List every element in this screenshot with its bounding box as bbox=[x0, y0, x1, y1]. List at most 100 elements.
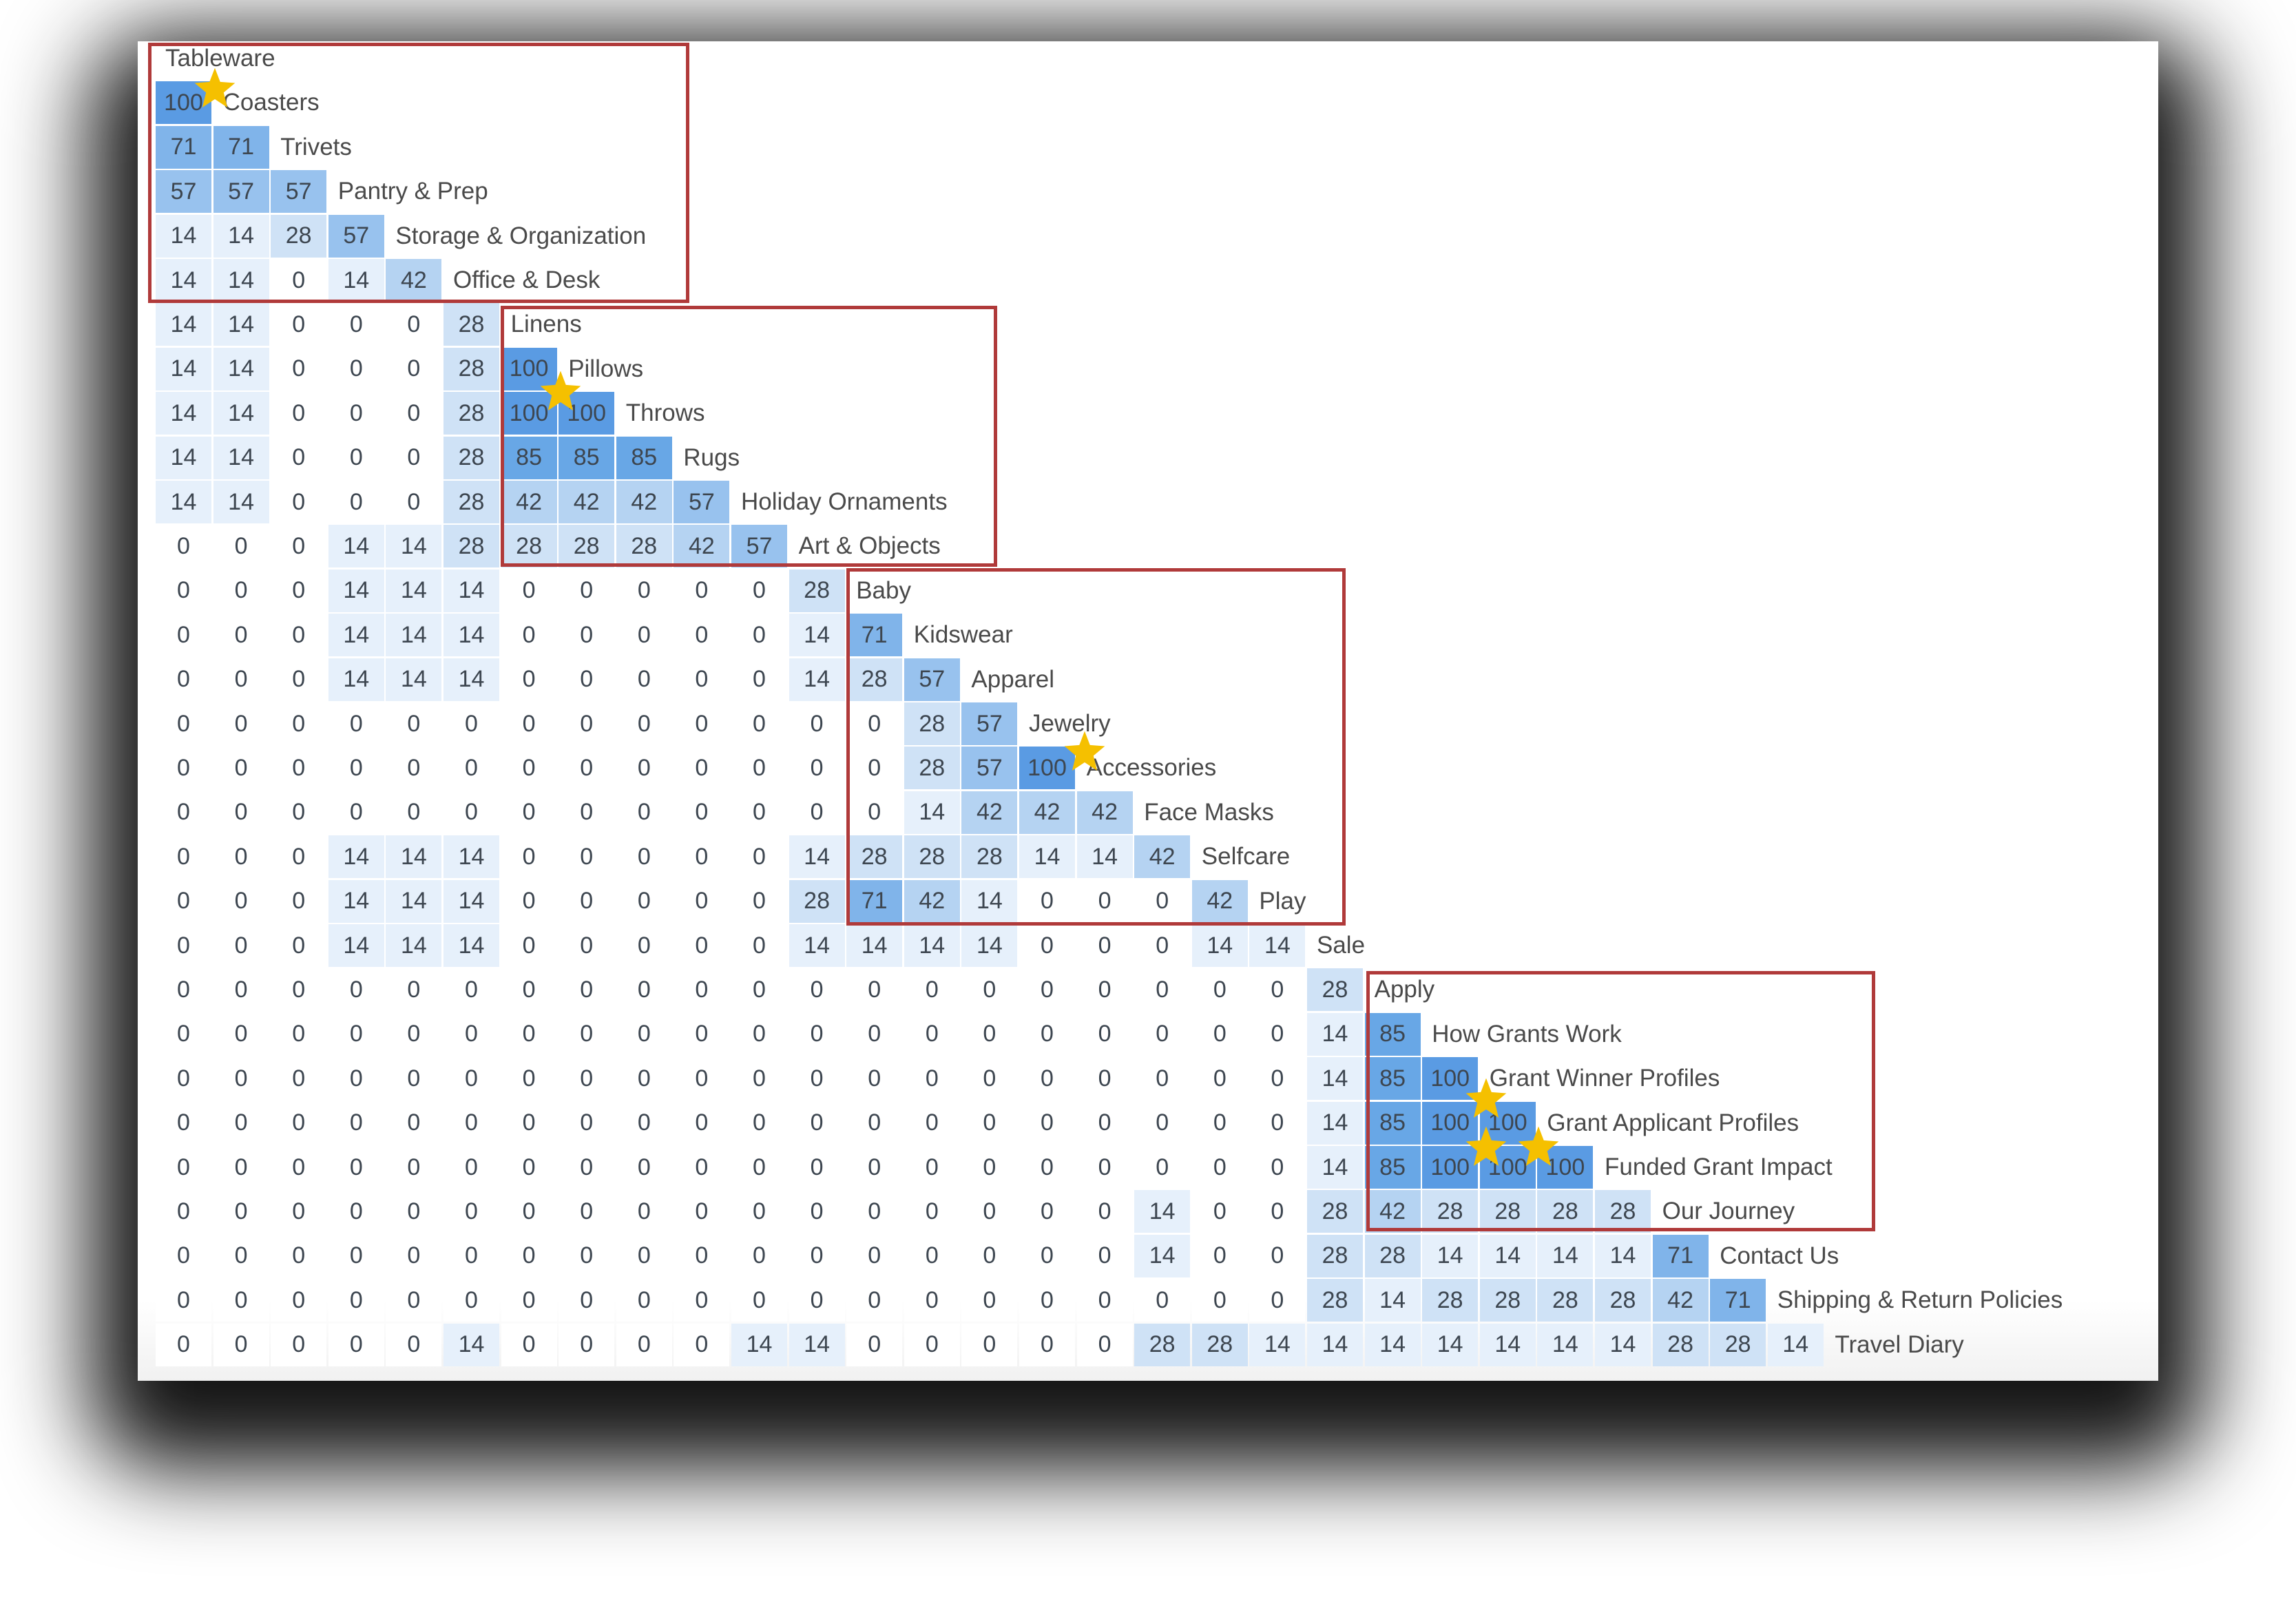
matrix-cell: 0 bbox=[156, 1101, 211, 1145]
matrix-cell: 0 bbox=[616, 1146, 672, 1189]
matrix-cell: 0 bbox=[559, 1234, 615, 1277]
matrix-cell: 0 bbox=[1019, 1234, 1075, 1277]
matrix-cell: 0 bbox=[271, 747, 327, 790]
matrix-cell: 0 bbox=[156, 614, 211, 657]
matrix-cell: 28 bbox=[846, 835, 903, 879]
matrix-cell: 0 bbox=[156, 968, 211, 1012]
matrix-cell: 28 bbox=[789, 569, 845, 612]
matrix-cell: 0 bbox=[616, 924, 672, 967]
matrix-cell: 0 bbox=[1191, 1279, 1248, 1322]
matrix-cell: 0 bbox=[731, 569, 787, 612]
matrix-cell: 0 bbox=[1191, 1012, 1248, 1056]
matrix-cell: 14 bbox=[328, 924, 384, 967]
matrix-cell: 14 bbox=[1307, 1323, 1363, 1366]
matrix-cell: 0 bbox=[616, 1101, 672, 1145]
matrix-cell: 0 bbox=[674, 614, 730, 657]
matrix-cell: 0 bbox=[616, 791, 672, 834]
row-label: Pillows bbox=[568, 355, 644, 382]
matrix-cell: 0 bbox=[1019, 1146, 1075, 1189]
matrix-cell: 42 bbox=[616, 481, 672, 523]
matrix-cell: 14 bbox=[213, 436, 269, 479]
matrix-cell: 0 bbox=[1076, 1012, 1133, 1056]
matrix-cell: 0 bbox=[271, 1057, 327, 1100]
matrix-cell: 0 bbox=[674, 879, 730, 923]
matrix-cell: 0 bbox=[386, 1234, 442, 1277]
matrix-cell: 0 bbox=[328, 1146, 384, 1189]
matrix-cell: 0 bbox=[271, 924, 327, 967]
matrix-cell: 28 bbox=[961, 835, 1018, 879]
matrix-cell: 28 bbox=[904, 747, 960, 790]
row-label: Travel Diary bbox=[1835, 1331, 1964, 1358]
matrix-cell: 14 bbox=[328, 525, 384, 568]
matrix-cell: 0 bbox=[731, 1101, 787, 1145]
matrix-cell: 0 bbox=[616, 879, 672, 923]
matrix-cell: 28 bbox=[443, 436, 499, 479]
matrix-cell: 14 bbox=[386, 658, 442, 701]
matrix-cell: 0 bbox=[559, 747, 615, 790]
row-label: Throws bbox=[625, 399, 705, 427]
matrix-cell: 0 bbox=[789, 1279, 845, 1322]
matrix-cell: 28 bbox=[271, 214, 327, 258]
matrix-cell: 0 bbox=[616, 1323, 672, 1366]
matrix-cell: 0 bbox=[1019, 1012, 1075, 1056]
row-label: Pantry & Prep bbox=[337, 178, 488, 205]
matrix-cell: 0 bbox=[731, 879, 787, 923]
matrix-cell: 14 bbox=[846, 924, 903, 967]
row-label: Grant Winner Profiles bbox=[1489, 1065, 1720, 1092]
matrix-cell: 0 bbox=[616, 968, 672, 1012]
matrix-cell: 0 bbox=[616, 1012, 672, 1056]
matrix-cell: 0 bbox=[386, 747, 442, 790]
matrix-cell: 0 bbox=[961, 968, 1018, 1012]
matrix-cell: 0 bbox=[501, 968, 557, 1012]
matrix-cell: 0 bbox=[328, 303, 384, 346]
matrix-cell: 28 bbox=[443, 392, 499, 435]
row-label: Contact Us bbox=[1720, 1242, 1839, 1269]
row-label: Office & Desk bbox=[453, 267, 601, 293]
matrix-cell: 0 bbox=[271, 303, 327, 346]
row-label: Play bbox=[1259, 887, 1306, 915]
matrix-cell: 0 bbox=[443, 1146, 499, 1189]
matrix-cell: 14 bbox=[1479, 1323, 1536, 1366]
matrix-cell: 14 bbox=[1019, 835, 1075, 879]
row-label: Art & Objects bbox=[798, 532, 941, 560]
matrix-cell: 0 bbox=[1249, 1146, 1306, 1189]
matrix-cell: 0 bbox=[213, 1101, 269, 1145]
matrix-cell: 14 bbox=[1537, 1323, 1594, 1366]
row-label: Face Masks bbox=[1144, 798, 1274, 826]
matrix-cell: 0 bbox=[501, 1146, 557, 1189]
matrix-cell: 0 bbox=[846, 702, 903, 745]
matrix-cell: 0 bbox=[674, 658, 730, 701]
matrix-cell: 0 bbox=[789, 1190, 845, 1233]
matrix-cell: 0 bbox=[443, 1234, 499, 1277]
row-label: Shipping & Return Policies bbox=[1777, 1286, 2063, 1314]
matrix-cell: 0 bbox=[213, 1012, 269, 1056]
matrix-cell: 57 bbox=[961, 747, 1018, 790]
matrix-cell: 14 bbox=[961, 879, 1018, 923]
matrix-cell: 0 bbox=[731, 1234, 787, 1277]
matrix-cell: 0 bbox=[731, 791, 787, 834]
matrix-cell: 0 bbox=[386, 392, 442, 435]
matrix-cell: 0 bbox=[386, 1323, 442, 1366]
matrix-cell: 0 bbox=[501, 1101, 557, 1145]
matrix-cell: 14 bbox=[1249, 924, 1306, 967]
matrix-cell: 0 bbox=[674, 968, 730, 1012]
row-label: Sale bbox=[1317, 932, 1366, 959]
matrix-cell: 0 bbox=[1249, 1012, 1306, 1056]
star-icon bbox=[1464, 1125, 1508, 1169]
matrix-cell: 0 bbox=[213, 569, 269, 612]
matrix-cell: 85 bbox=[559, 436, 615, 479]
matrix-cell: 0 bbox=[213, 614, 269, 657]
matrix-cell: 0 bbox=[616, 1190, 672, 1233]
matrix-cell: 42 bbox=[674, 525, 730, 568]
matrix-cell: 0 bbox=[328, 1279, 384, 1322]
matrix-cell: 0 bbox=[501, 569, 557, 612]
matrix-cell: 28 bbox=[904, 835, 960, 879]
matrix-cell: 14 bbox=[213, 259, 269, 302]
matrix-cell: 0 bbox=[156, 1190, 211, 1233]
matrix-cell: 0 bbox=[156, 525, 211, 568]
matrix-cell: 0 bbox=[213, 1323, 269, 1366]
matrix-cell: 0 bbox=[156, 1323, 211, 1366]
matrix-cell: 14 bbox=[1134, 1234, 1191, 1277]
matrix-cell: 57 bbox=[961, 702, 1018, 745]
matrix-cell: 0 bbox=[616, 658, 672, 701]
